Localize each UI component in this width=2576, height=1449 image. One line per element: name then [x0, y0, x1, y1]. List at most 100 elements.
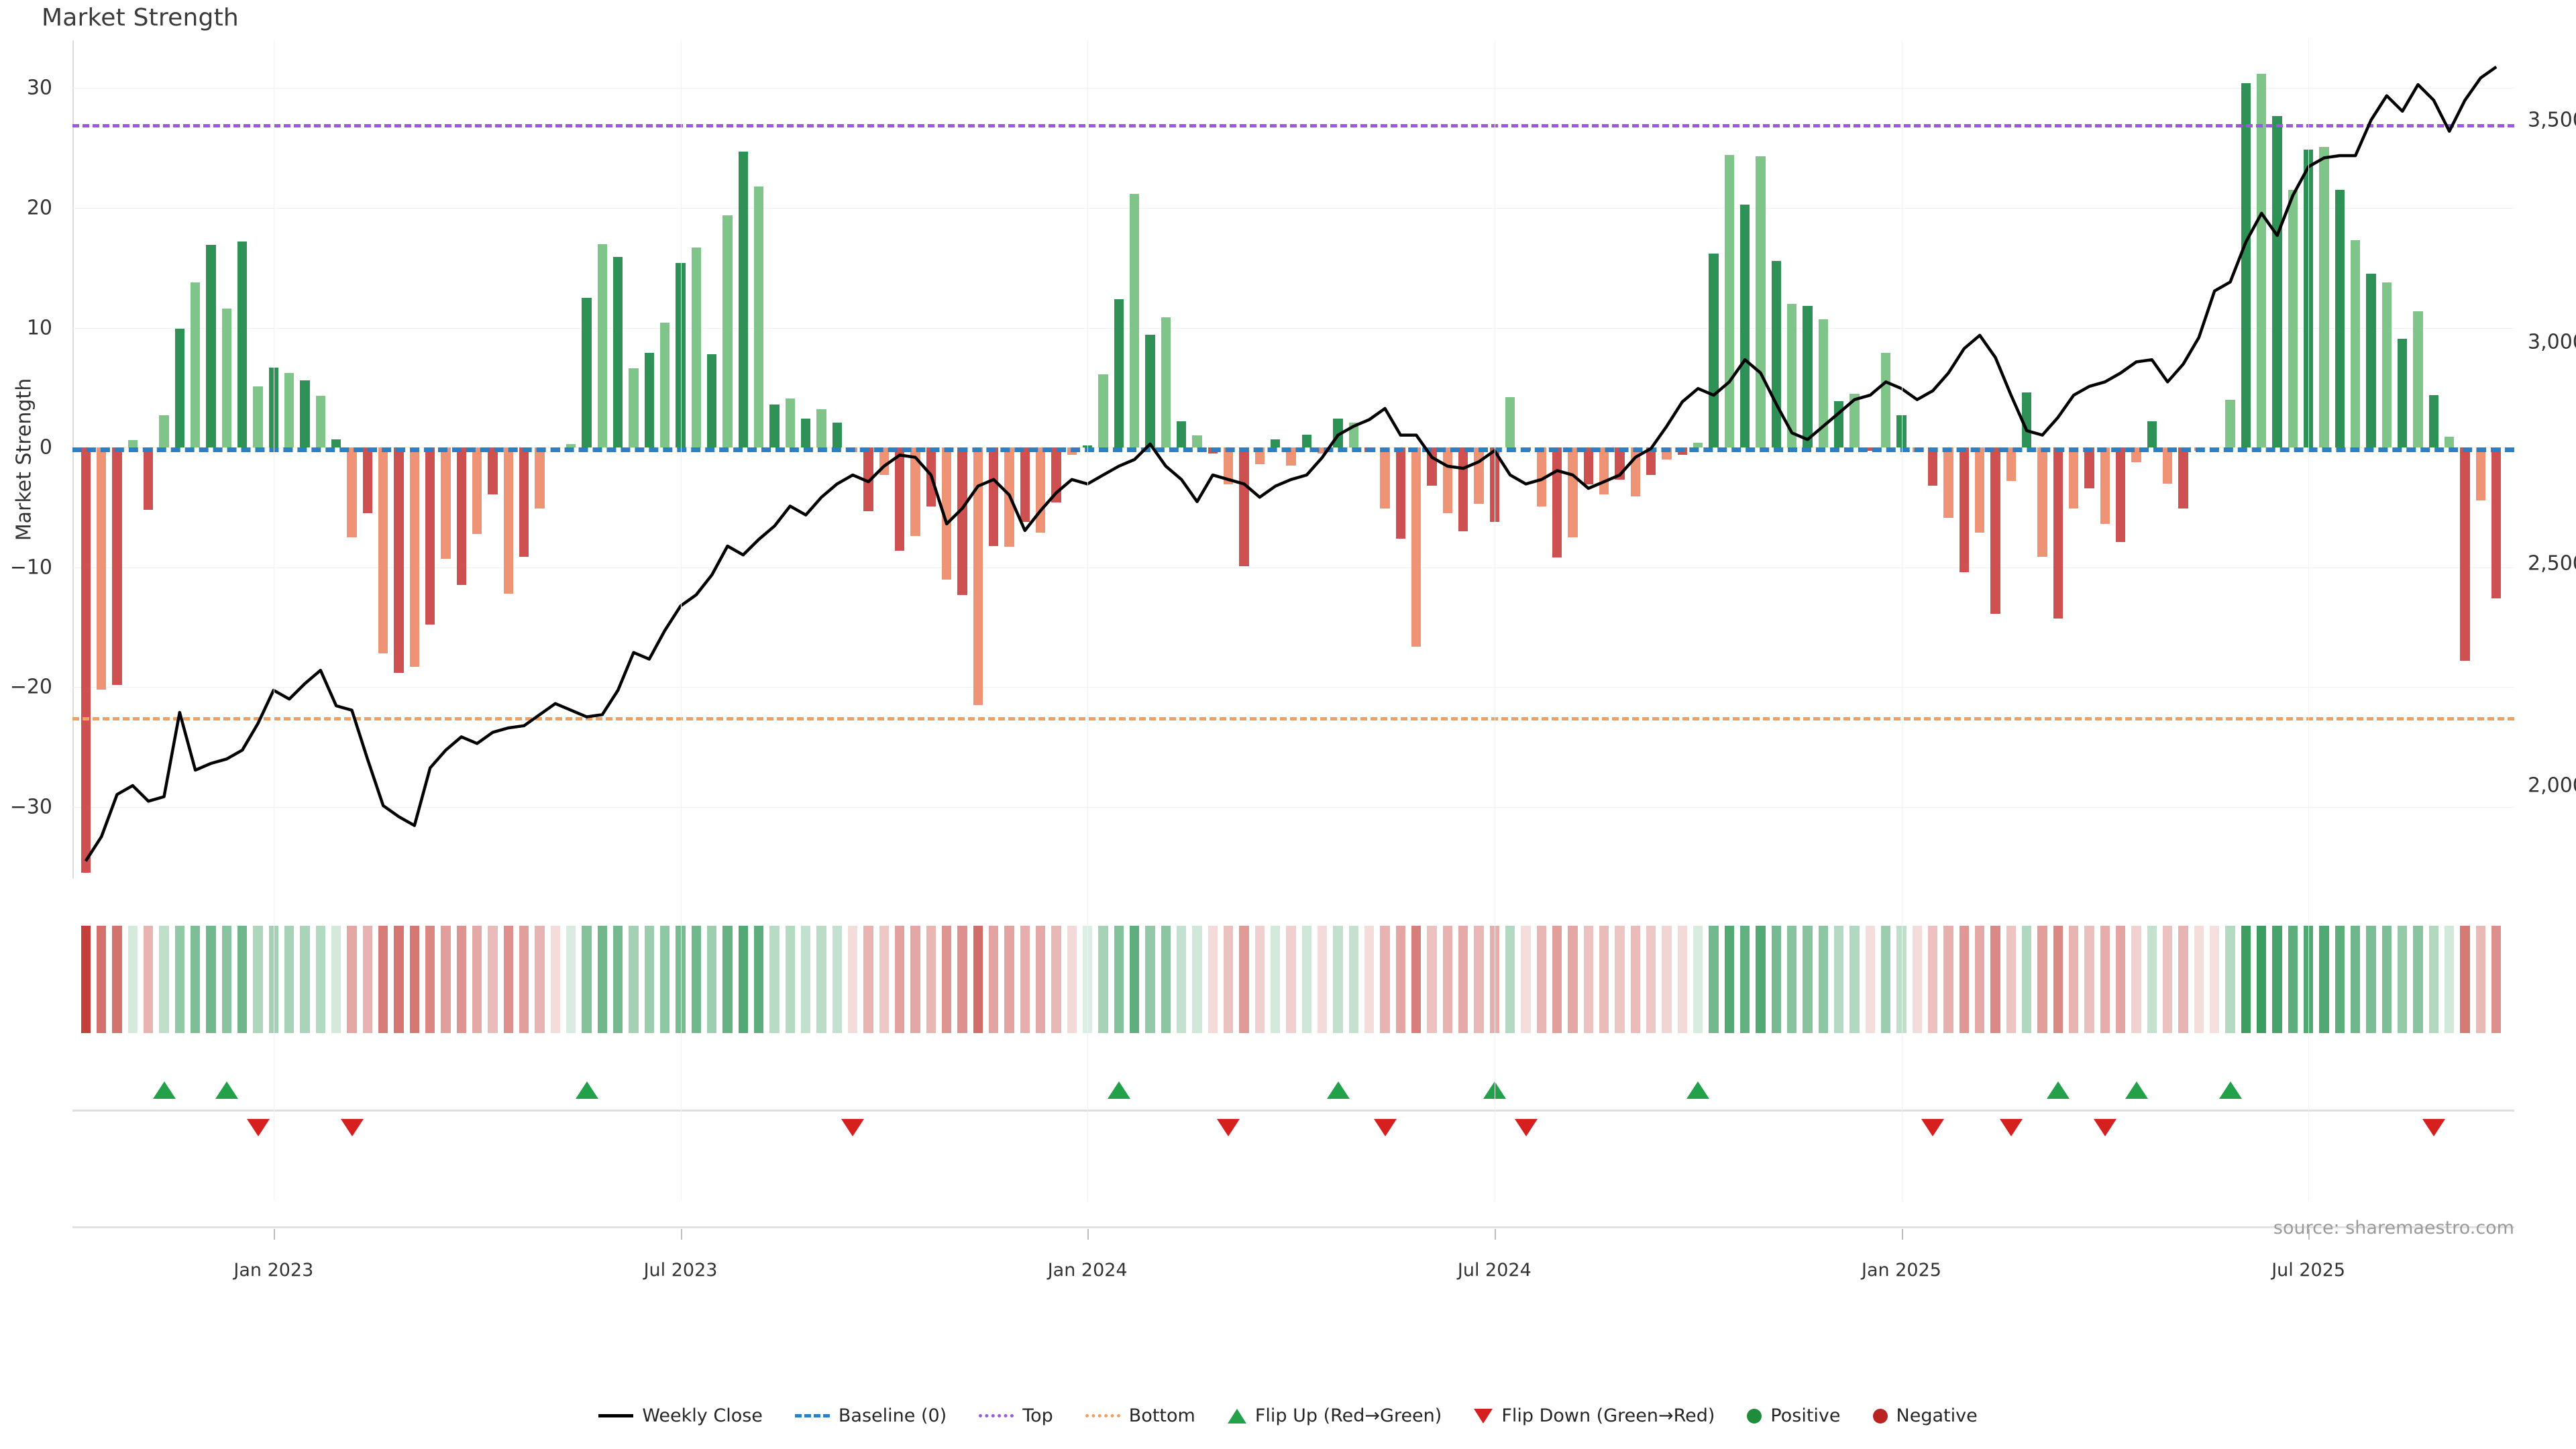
legend-item[interactable]: Negative: [1872, 1405, 1978, 1426]
heat-strip-cell: [1317, 926, 1328, 1033]
heat-strip-cell: [1693, 926, 1703, 1033]
bar: [127, 440, 138, 448]
heat-strip-cell: [644, 926, 655, 1033]
heat-strip-cell: [1990, 926, 2000, 1033]
heat-strip-cell: [1208, 926, 1218, 1033]
flip-up-marker-icon: [575, 1081, 598, 1099]
bar: [425, 447, 435, 625]
heat-strip-cell: [159, 926, 169, 1033]
heat-strip-cell: [1176, 926, 1187, 1033]
heat-strip-cell: [112, 926, 122, 1033]
y-tick-label-right: 3,500: [2528, 108, 2576, 132]
bar: [2319, 146, 2329, 448]
bar: [1709, 253, 1719, 448]
heat-strip-cell: [1583, 926, 1594, 1033]
legend-item[interactable]: Positive: [1747, 1405, 1841, 1426]
bar: [2100, 447, 2110, 525]
bar: [1536, 447, 1547, 506]
heat-strip-cell: [2444, 926, 2455, 1033]
heat-strip-cell: [941, 926, 952, 1033]
legend-item[interactable]: Weekly Close: [598, 1405, 763, 1426]
bar: [2037, 447, 2047, 557]
heat-strip-cell: [879, 926, 890, 1033]
heat-strip-cell: [1129, 926, 1140, 1033]
bar: [1552, 447, 1562, 558]
y-axis-left-label: Market Strength: [12, 378, 36, 541]
heat-strip-cell: [2334, 926, 2345, 1033]
heat-strip-cell: [847, 926, 858, 1033]
bar: [1693, 443, 1703, 448]
bar: [1959, 447, 1970, 572]
bar: [378, 447, 388, 654]
bar: [488, 447, 498, 494]
bar: [832, 422, 843, 448]
heat-strip-cell: [80, 926, 91, 1033]
bar: [644, 353, 655, 448]
bar: [1129, 193, 1140, 448]
bar: [1818, 319, 1829, 448]
heat-strip-cell: [1724, 926, 1735, 1033]
bar: [409, 447, 420, 667]
heat-strip-cell: [2225, 926, 2235, 1033]
heat-strip-cell: [832, 926, 843, 1033]
heat-strip-cell: [800, 926, 811, 1033]
x-axis: Jan 2023 Jul 2023 Jan 2024 Jul 2024 Jan 2025…: [72, 40, 2514, 1288]
heat-strip-cell: [2397, 926, 2408, 1033]
heat-strip-cell: [2131, 926, 2141, 1033]
heat-strip-cell: [1333, 926, 1343, 1033]
heat-strip-cell: [1615, 926, 1625, 1033]
heat-strip-cell: [503, 926, 514, 1033]
heat-strip-cell: [676, 926, 686, 1033]
heat-strip-cell: [1301, 926, 1312, 1033]
bar: [1583, 447, 1594, 485]
heat-strip-cell: [691, 926, 702, 1033]
heat-strip-cell: [722, 926, 733, 1033]
heat-strip-cell: [1114, 926, 1124, 1033]
flip-down-marker-icon: [246, 1119, 270, 1136]
heat-strip-cell: [1739, 926, 1750, 1033]
bar: [472, 447, 482, 534]
y-tick-label-right: 2,500: [2528, 551, 2576, 576]
heat-strip-cell: [300, 926, 310, 1033]
heat-strip-cell: [629, 926, 639, 1033]
heat-strip-cell: [1286, 926, 1296, 1033]
top-threshold-line: [72, 124, 2514, 127]
x-axis-rule: [72, 1226, 2514, 1228]
heat-strip-cell: [863, 926, 873, 1033]
heat-strip-cell: [1568, 926, 1578, 1033]
bar: [659, 323, 670, 448]
bar: [2460, 447, 2470, 661]
heat-strip-cell: [2475, 926, 2486, 1033]
heat-strip-cell: [2303, 926, 2314, 1033]
heat-strip-cell: [1771, 926, 1782, 1033]
flip-down-marker-icon: [340, 1119, 364, 1136]
main-plot: 30 20 10 0 −10 −20 −30 3,500 3,000 2,500 2,000 Ma…: [10, 40, 2576, 879]
bar: [503, 447, 514, 594]
heat-strip-cell: [1552, 926, 1562, 1033]
flip-down-marker-icon: [841, 1119, 865, 1136]
legend-item-label: Baseline (0): [838, 1405, 947, 1426]
heat-strip-cell: [2272, 926, 2282, 1033]
bar: [253, 386, 263, 448]
heat-strip-cell: [237, 926, 248, 1033]
legend-item[interactable]: Flip Up (Red→Green): [1227, 1405, 1442, 1426]
heat-strip-cell: [1630, 926, 1641, 1033]
flip-down-marker-icon: [2093, 1119, 2116, 1136]
legend-item[interactable]: Baseline (0): [794, 1405, 947, 1426]
heat-strip-cell: [143, 926, 154, 1033]
heat-strip-cell: [1818, 926, 1829, 1033]
bar: [1145, 335, 1155, 448]
heat-strip-cell: [1004, 926, 1014, 1033]
legend-item[interactable]: Flip Down (Green→Red): [1474, 1405, 1715, 1426]
triangle-up-swatch-icon: [1227, 1408, 1246, 1424]
bar: [1849, 393, 1860, 448]
bar: [112, 447, 122, 685]
legend-item[interactable]: Top: [979, 1405, 1053, 1426]
flip-down-marker-icon: [1217, 1119, 1240, 1136]
y-tick-label-left: 20: [26, 196, 52, 220]
bar: [362, 447, 373, 514]
heat-strip-cell: [2162, 926, 2173, 1033]
heat-strip-cell: [2100, 926, 2110, 1033]
legend-item[interactable]: Bottom: [1085, 1405, 1195, 1426]
heat-strip-cell: [127, 926, 138, 1033]
